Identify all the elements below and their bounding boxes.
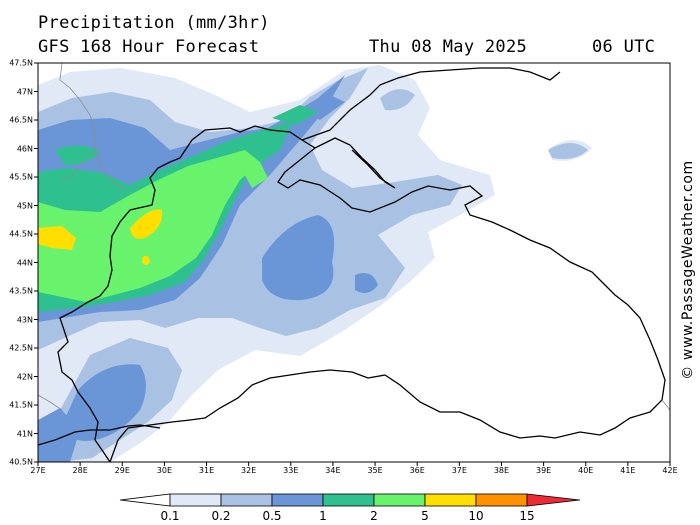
lon-label: 39E — [535, 466, 552, 475]
lon-label: 27E — [30, 466, 46, 475]
forecast-subtitle: GFS 168 Hour Forecast — [38, 37, 260, 57]
legend-label: 15 — [519, 509, 535, 523]
colorbar-segment-3 — [271, 493, 324, 507]
forecast-date: Thu 08 May 2025 — [369, 37, 528, 57]
colorbar-segment-7 — [475, 493, 528, 507]
legend-label: 10 — [468, 509, 484, 523]
precipitation-layer — [38, 65, 592, 462]
coastline — [38, 67, 666, 462]
lat-label: 46.5N — [9, 115, 33, 125]
lat-label: 44N — [16, 258, 33, 267]
lon-label: 33E — [283, 466, 299, 475]
colorbar-segment-6 — [424, 493, 477, 507]
lon-label: 30E — [156, 466, 173, 475]
lon-label: 40E — [578, 466, 594, 475]
colorbar — [119, 493, 581, 507]
lon-label: 31E — [198, 466, 215, 475]
lon-label: 37E — [451, 466, 467, 475]
lat-label: 44.5N — [9, 229, 33, 239]
axis-ticks — [34, 62, 671, 466]
lat-label: 43N — [16, 315, 33, 324]
legend-label: 5 — [421, 509, 429, 523]
lat-label: 43.5N — [9, 286, 33, 296]
legend-label: 0.2 — [211, 509, 231, 523]
lat-label: 46N — [16, 144, 33, 153]
colorbar-segment-5 — [373, 493, 426, 507]
lat-label: 47N — [16, 87, 33, 96]
lat-label: 45.5N — [9, 172, 33, 182]
legend-label: 0.5 — [262, 509, 282, 523]
lon-label: 28E — [72, 466, 88, 475]
lon-label: 41E — [620, 466, 636, 475]
lat-label: 45N — [16, 201, 33, 210]
lat-label: 42N — [16, 372, 33, 381]
colorbar-segment-1 — [169, 493, 222, 507]
borders — [38, 63, 670, 411]
lon-label: 32E — [241, 466, 257, 475]
lat-label: 41N — [16, 429, 33, 438]
lon-label: 38E — [493, 466, 510, 475]
colorbar-segment-4 — [322, 493, 375, 507]
lat-label: 40.5N — [9, 457, 33, 467]
map-title: Precipitation (mm/3hr) — [38, 13, 270, 33]
lat-label: 41.5N — [9, 400, 33, 410]
lon-label: 36E — [409, 466, 425, 475]
legend-label: 0.1 — [160, 509, 180, 523]
forecast-time: 06 UTC — [592, 37, 656, 57]
lon-label: 42E — [662, 466, 678, 475]
lon-label: 34E — [325, 466, 341, 475]
lat-label: 47.5N — [9, 58, 33, 68]
colorbar-segment-2 — [220, 493, 273, 507]
legend-label: 2 — [370, 509, 378, 523]
lat-label: 42.5N — [9, 343, 33, 353]
legend-label: 1 — [319, 509, 327, 523]
lon-label: 29E — [114, 466, 130, 475]
colorbar-segment-8 — [526, 493, 581, 507]
watermark: © www.PassageWeather.com — [680, 160, 696, 380]
colorbar-segment-0 — [119, 493, 171, 507]
lon-label: 35E — [367, 466, 383, 475]
